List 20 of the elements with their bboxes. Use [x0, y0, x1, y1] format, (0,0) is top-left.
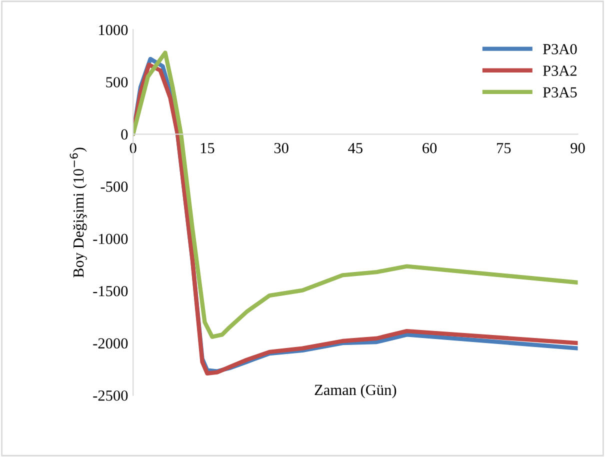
- x-tick-label: 30: [274, 142, 288, 154]
- y-tick-label: -1000: [93, 234, 128, 244]
- legend-label: P3A0: [542, 44, 577, 54]
- x-tick-label: 75: [497, 143, 511, 154]
- y-axis-title: Boy Değişimi (10$^{−6}$): [70, 148, 87, 278]
- y-tick-label: -2500: [93, 390, 128, 401]
- x-tick-label: 0: [130, 142, 136, 154]
- legend-label: P3A5: [542, 87, 577, 98]
- y-tick-label: -1500: [93, 286, 128, 296]
- y-tick-label: -500: [100, 182, 128, 192]
- x-tick-label: 45: [348, 143, 362, 154]
- y-tick-label: 0: [121, 129, 128, 140]
- y-tick-label: -2000: [93, 338, 128, 349]
- y-tick-label: 1000: [99, 24, 128, 36]
- x-tick-label: 60: [422, 142, 437, 154]
- x-axis-title: Zaman (Gün): [314, 384, 396, 398]
- x-tick-label: 90: [570, 142, 585, 154]
- x-tick-label: 15: [200, 143, 214, 154]
- y-tick-label: 500: [106, 77, 128, 88]
- legend-label: P3A2: [542, 66, 577, 76]
